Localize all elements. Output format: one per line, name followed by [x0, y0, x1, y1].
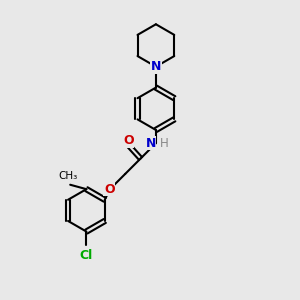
Text: N: N: [146, 137, 156, 150]
Text: Cl: Cl: [80, 249, 93, 262]
Text: O: O: [104, 183, 115, 196]
Text: O: O: [123, 134, 134, 147]
Text: N: N: [151, 60, 161, 73]
Text: CH₃: CH₃: [58, 171, 77, 181]
Text: H: H: [160, 137, 169, 150]
